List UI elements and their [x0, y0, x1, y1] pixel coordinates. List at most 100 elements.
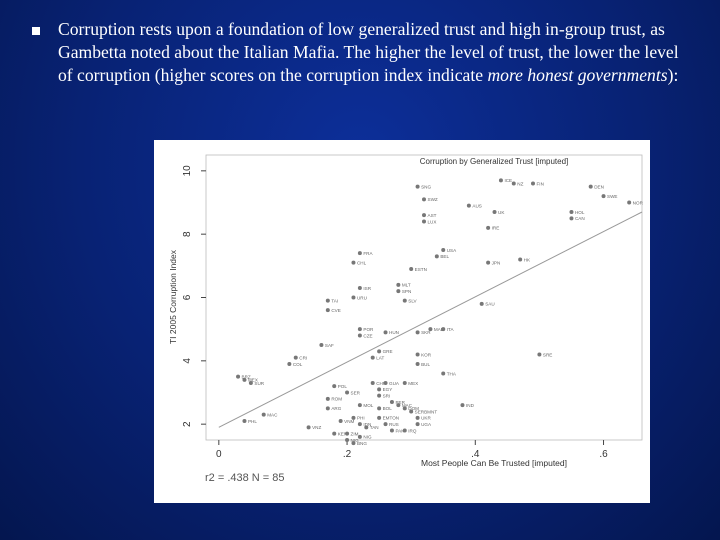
x-axis-label: Most People Can Be Trusted [imputed]	[421, 458, 567, 468]
data-point	[351, 295, 356, 300]
y-axis-label: TI 2005 Corruption Index	[168, 249, 178, 344]
scatter-chart: Corruption by Generalized Trust [imputed…	[168, 154, 644, 468]
data-point	[377, 406, 382, 411]
data-point	[422, 219, 426, 224]
data-point	[396, 403, 401, 408]
data-point	[332, 384, 337, 389]
data-point	[351, 260, 356, 265]
data-point	[415, 362, 420, 366]
data-point	[402, 381, 407, 385]
point-label: TAI	[331, 298, 338, 303]
data-point	[325, 298, 330, 303]
data-point	[287, 362, 292, 366]
point-label: FRA	[363, 251, 373, 256]
point-label: AST	[428, 213, 437, 218]
data-point	[415, 415, 420, 420]
data-point	[486, 260, 491, 265]
y-tick-label: 2	[182, 421, 193, 427]
point-label: THA	[447, 371, 457, 376]
data-point	[345, 390, 350, 395]
x-tick-label: .6	[599, 449, 608, 460]
point-label: ISR	[363, 286, 371, 291]
point-label: MAC	[402, 403, 413, 408]
point-label: IRQ	[408, 428, 417, 433]
data-point	[389, 400, 394, 404]
data-point	[601, 194, 606, 199]
point-label: PHL	[248, 419, 257, 424]
data-point	[357, 251, 362, 256]
data-point	[460, 403, 465, 408]
point-label: IDN	[363, 422, 371, 427]
data-point	[627, 200, 632, 205]
data-point	[236, 374, 241, 379]
point-label: GRE	[383, 349, 393, 354]
point-label: TAN	[370, 425, 379, 430]
data-point	[383, 381, 388, 385]
data-point	[345, 438, 350, 442]
y-tick-label: 10	[182, 165, 193, 177]
data-point	[377, 393, 382, 398]
data-point	[531, 181, 535, 186]
point-label: NIG	[363, 435, 372, 440]
point-label: ZIM	[351, 431, 359, 436]
x-tick-label: .2	[343, 449, 352, 460]
data-point	[351, 441, 356, 446]
data-point	[325, 406, 330, 411]
point-label: VNM	[344, 419, 354, 424]
bullet-square-icon	[32, 27, 40, 35]
point-label: ESTN	[415, 267, 427, 272]
x-tick-label: 0	[216, 449, 222, 460]
data-point	[357, 333, 362, 338]
data-point	[441, 371, 446, 376]
point-label: MAL	[434, 327, 444, 332]
point-label: MEX	[248, 378, 258, 383]
data-point	[357, 286, 362, 290]
point-label: POR	[363, 327, 374, 332]
data-point	[377, 387, 382, 392]
data-point	[248, 381, 253, 385]
point-label: SWE	[607, 194, 617, 199]
data-point	[242, 419, 247, 423]
point-label: NZ	[517, 181, 523, 186]
point-label: SLV	[408, 298, 417, 303]
point-label: SERBMNT	[415, 409, 438, 414]
point-label: NIG	[351, 438, 360, 443]
point-label: ICE	[504, 178, 512, 183]
point-label: USA	[447, 248, 457, 253]
point-label: SAU	[485, 302, 494, 307]
data-point	[518, 257, 523, 262]
data-point	[422, 213, 426, 218]
point-label: JPN	[492, 260, 501, 265]
data-point	[402, 428, 407, 433]
point-label: LAT	[376, 355, 384, 360]
data-point	[537, 352, 542, 357]
data-point	[479, 301, 484, 306]
point-label: ROM	[331, 397, 342, 402]
regression-line	[218, 211, 643, 428]
data-point	[332, 431, 337, 436]
point-label: KEN	[338, 431, 347, 436]
point-label: RUS	[389, 422, 399, 427]
data-point	[409, 267, 414, 271]
data-point	[492, 210, 497, 214]
point-label: FIN	[537, 181, 544, 186]
point-label: HK	[524, 257, 531, 262]
data-point	[569, 210, 574, 214]
fit-statistics: r2 = .438 N = 85	[205, 472, 285, 484]
point-label: MEX	[408, 381, 418, 386]
data-point	[377, 349, 382, 354]
scatter-figure: Corruption by Generalized Trust [imputed…	[154, 140, 650, 503]
bullet-text-part3: ):	[667, 65, 679, 85]
point-label: MOL	[363, 403, 373, 408]
point-label: SAF	[325, 343, 334, 348]
data-point	[370, 381, 375, 385]
data-point	[351, 415, 356, 420]
data-point	[409, 409, 414, 414]
point-label: DEN	[594, 184, 604, 189]
point-label: SER	[351, 390, 361, 395]
bullet-text-part1: Corruption rests upon a foundation of lo…	[58, 19, 679, 85]
data-point	[306, 425, 311, 430]
point-label: AUS	[472, 203, 481, 208]
y-tick-label: 4	[182, 358, 193, 364]
data-point	[357, 327, 362, 332]
